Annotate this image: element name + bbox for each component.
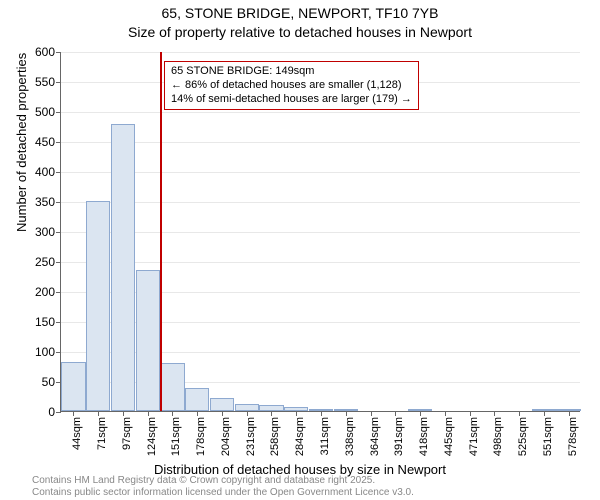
xtick-label: 178sqm: [195, 417, 207, 456]
annotation-box: 65 STONE BRIDGE: 149sqm← 86% of detached…: [164, 61, 419, 110]
xtick-label: 151sqm: [170, 417, 182, 456]
histogram-bar: [235, 404, 259, 411]
ytick-label: 600: [35, 45, 61, 59]
xtick-mark: [148, 411, 149, 416]
xtick-label: 498sqm: [492, 417, 504, 456]
xtick-label: 391sqm: [393, 417, 405, 456]
xtick-mark: [123, 411, 124, 416]
ytick-label: 250: [35, 255, 61, 269]
xtick-mark: [371, 411, 372, 416]
ytick-label: 0: [48, 405, 61, 419]
xtick-mark: [271, 411, 272, 416]
ytick-label: 200: [35, 285, 61, 299]
xtick-label: 231sqm: [245, 417, 257, 456]
xtick-label: 418sqm: [418, 417, 430, 456]
grid-line: [61, 202, 580, 203]
xtick-label: 525sqm: [517, 417, 529, 456]
xtick-mark: [73, 411, 74, 416]
xtick-mark: [470, 411, 471, 416]
title-block: 65, STONE BRIDGE, NEWPORT, TF10 7YB Size…: [0, 0, 600, 42]
xtick-label: 258sqm: [269, 417, 281, 456]
xtick-mark: [569, 411, 570, 416]
xtick-label: 311sqm: [319, 417, 331, 455]
xtick-mark: [395, 411, 396, 416]
grid-line: [61, 172, 580, 173]
xtick-label: 204sqm: [220, 417, 232, 456]
ytick-label: 500: [35, 105, 61, 119]
xtick-label: 578sqm: [567, 417, 579, 456]
xtick-label: 71sqm: [96, 417, 108, 450]
ytick-label: 450: [35, 135, 61, 149]
xtick-mark: [346, 411, 347, 416]
grid-line: [61, 112, 580, 113]
xtick-label: 284sqm: [294, 417, 306, 456]
subject-marker-line: [160, 52, 162, 411]
xtick-label: 471sqm: [468, 417, 480, 456]
xtick-mark: [445, 411, 446, 416]
annotation-line-1: 65 STONE BRIDGE: 149sqm: [171, 65, 412, 79]
grid-line: [61, 142, 580, 143]
xtick-mark: [420, 411, 421, 416]
xtick-mark: [247, 411, 248, 416]
xtick-mark: [222, 411, 223, 416]
xtick-mark: [321, 411, 322, 416]
grid-line: [61, 52, 580, 53]
chart-container: 65, STONE BRIDGE, NEWPORT, TF10 7YB Size…: [0, 0, 600, 500]
xtick-mark: [544, 411, 545, 416]
xtick-mark: [197, 411, 198, 416]
histogram-bar: [185, 388, 209, 411]
xtick-mark: [98, 411, 99, 416]
xtick-mark: [172, 411, 173, 416]
ytick-label: 300: [35, 225, 61, 239]
xtick-mark: [296, 411, 297, 416]
xtick-label: 124sqm: [146, 417, 158, 456]
plot-region: 05010015020025030035040045050055060044sq…: [60, 52, 580, 412]
title-line-1: 65, STONE BRIDGE, NEWPORT, TF10 7YB: [0, 4, 600, 23]
annotation-line-3: 14% of semi-detached houses are larger (…: [171, 93, 412, 107]
histogram-bar: [111, 124, 135, 411]
ytick-label: 400: [35, 165, 61, 179]
xtick-label: 551sqm: [542, 417, 554, 456]
ytick-label: 50: [42, 375, 61, 389]
xtick-label: 364sqm: [369, 417, 381, 456]
xtick-label: 97sqm: [121, 417, 133, 450]
xtick-label: 44sqm: [71, 417, 83, 450]
footer-line-1: Contains HM Land Registry data © Crown c…: [32, 475, 414, 487]
xtick-label: 338sqm: [344, 417, 356, 456]
footer-line-2: Contains public sector information licen…: [32, 487, 414, 499]
histogram-bar: [61, 362, 85, 411]
ytick-label: 100: [35, 345, 61, 359]
y-axis-title: Number of detached properties: [14, 53, 29, 232]
ytick-label: 350: [35, 195, 61, 209]
histogram-bar: [160, 363, 184, 411]
grid-line: [61, 232, 580, 233]
xtick-mark: [494, 411, 495, 416]
xtick-mark: [519, 411, 520, 416]
chart-area: 05010015020025030035040045050055060044sq…: [60, 52, 580, 412]
title-line-2: Size of property relative to detached ho…: [0, 23, 600, 42]
annotation-line-2: ← 86% of detached houses are smaller (1,…: [171, 79, 412, 93]
histogram-bar: [86, 201, 110, 411]
histogram-bar: [136, 270, 160, 411]
ytick-label: 150: [35, 315, 61, 329]
xtick-label: 445sqm: [443, 417, 455, 456]
footer-attribution: Contains HM Land Registry data © Crown c…: [32, 475, 414, 498]
histogram-bar: [210, 398, 234, 411]
grid-line: [61, 262, 580, 263]
ytick-label: 550: [35, 75, 61, 89]
